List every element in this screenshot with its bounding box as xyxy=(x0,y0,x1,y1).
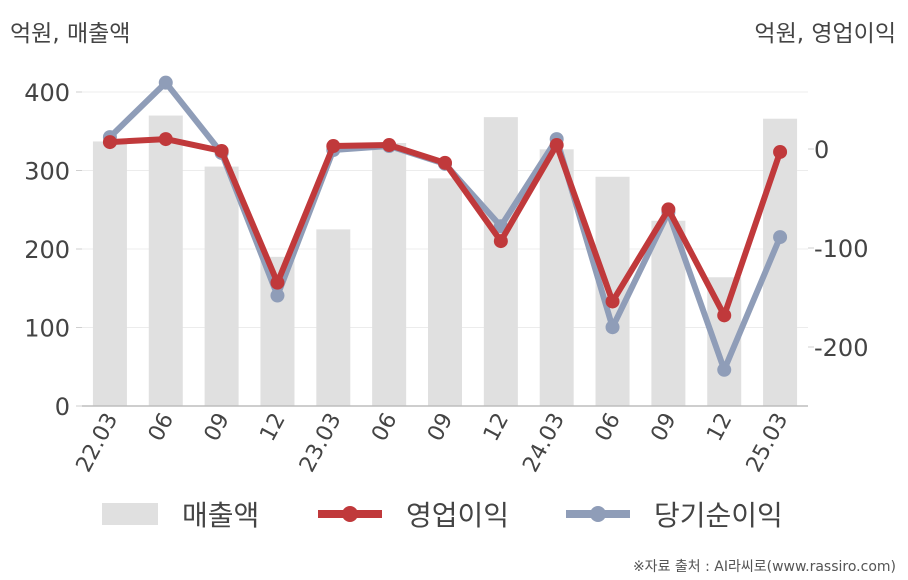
revenue-bar xyxy=(372,143,407,406)
revenue-bar xyxy=(483,117,518,407)
operating-profit-point xyxy=(605,294,620,309)
revenue-bar xyxy=(539,149,574,406)
revenue-bar xyxy=(316,229,351,406)
y-left-tick-label: 0 xyxy=(55,393,70,421)
operating-profit-point xyxy=(438,155,452,170)
chart-legend: 매출액 영업이익 당기순이익 xyxy=(0,492,908,536)
y-right-tick-label: -200 xyxy=(814,334,868,362)
net-income-point xyxy=(717,362,732,377)
operating-profit-point xyxy=(214,143,229,158)
operating-profit-point xyxy=(717,308,732,323)
x-tick-label: 24.03 xyxy=(518,409,570,476)
revenue-bar xyxy=(148,115,183,407)
legend-item-operating: 영업이익 xyxy=(318,492,509,536)
net-income-point xyxy=(270,288,285,303)
x-tick-label: 23.03 xyxy=(295,409,347,476)
y-left-tick-label: 200 xyxy=(24,236,70,264)
x-tick-label: 09 xyxy=(646,409,681,445)
y-left-tick-label: 100 xyxy=(24,315,70,343)
operating-profit-point xyxy=(102,135,117,150)
x-tick-label: 25.03 xyxy=(742,409,794,476)
right-axis-unit: 억원, 영업이익 xyxy=(754,21,896,47)
x-tick-label: 06 xyxy=(144,409,179,445)
x-tick-label: 09 xyxy=(423,409,458,445)
legend-item-revenue: 매출액 xyxy=(102,492,259,536)
operating-profit-point xyxy=(661,202,676,217)
operating-profit-point xyxy=(549,138,564,153)
operating-profit-point xyxy=(270,275,285,290)
legend-swatch-revenue xyxy=(102,503,158,525)
x-tick-label: 06 xyxy=(367,409,402,445)
x-tick-label: 12 xyxy=(702,409,737,445)
net-income-point xyxy=(158,75,173,90)
left-axis-unit: 억원, 매출액 xyxy=(10,21,131,47)
legend-label-operating: 영업이익 xyxy=(406,499,510,532)
x-tick-label: 12 xyxy=(256,409,291,445)
operating-profit-point xyxy=(493,234,508,249)
operating-profit-point xyxy=(158,132,173,147)
x-tick-label: 09 xyxy=(200,409,235,445)
data-source: ※자료 출처 : AI라씨로(www.rassiro.com) xyxy=(632,559,896,575)
legend-label-revenue: 매출액 xyxy=(182,499,260,532)
x-tick-label: 12 xyxy=(479,409,514,445)
operating-profit-point xyxy=(773,144,788,159)
y-left-tick-label: 300 xyxy=(24,158,70,186)
revenue-bar xyxy=(204,166,239,406)
legend-item-net: 당기순이익 xyxy=(566,492,783,536)
x-tick-label: 06 xyxy=(591,409,626,445)
legend-swatch-operating xyxy=(318,503,382,525)
net-income-point xyxy=(773,230,788,245)
legend-label-net: 당기순이익 xyxy=(654,499,783,532)
revenue-bar xyxy=(92,141,127,406)
operating-profit-point xyxy=(326,139,341,154)
y-left-tick-label: 400 xyxy=(24,79,70,107)
y-right-tick-label: -100 xyxy=(814,235,868,263)
y-right-tick-label: 0 xyxy=(814,136,829,164)
legend-swatch-net xyxy=(566,503,630,525)
operating-profit-point xyxy=(382,138,397,153)
x-tick-label: 22.03 xyxy=(72,409,124,476)
revenue-bar xyxy=(428,178,462,406)
net-income-point xyxy=(605,320,620,335)
